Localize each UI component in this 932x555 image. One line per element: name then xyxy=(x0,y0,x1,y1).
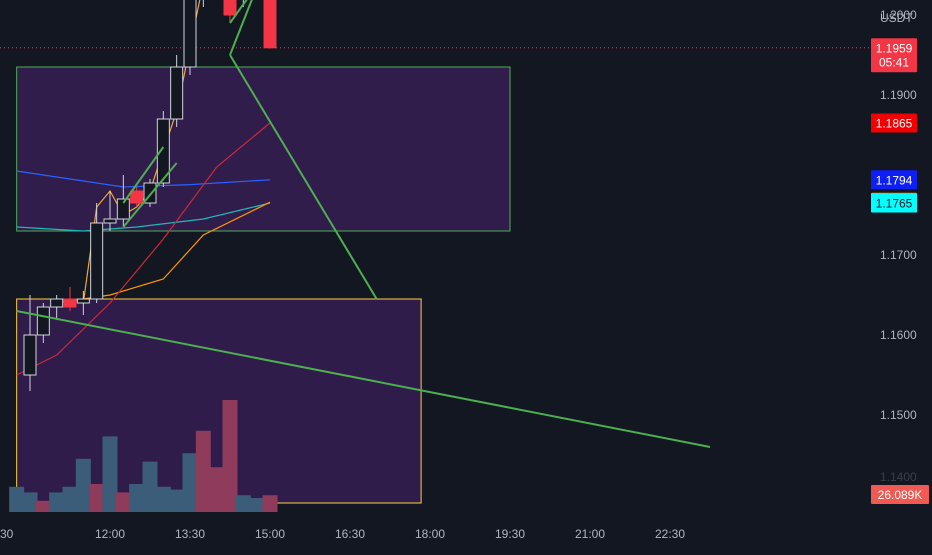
trend-line-0 xyxy=(16,310,711,448)
price-badge-4 xyxy=(871,193,917,213)
volume-bar-7 xyxy=(102,436,118,512)
candle-body-8 xyxy=(130,190,144,204)
price-badge-0 xyxy=(871,38,917,73)
volume-bar-9 xyxy=(129,484,145,512)
x-tick-label-edge: 30 xyxy=(0,527,14,541)
volume-bar-8 xyxy=(115,492,131,512)
volume-bar-13 xyxy=(182,453,198,512)
candle-body-6 xyxy=(103,218,117,224)
trend-line-1 xyxy=(229,54,378,300)
volume-badge-label: 26.089K xyxy=(878,488,923,502)
price-badge-countdown-0: 05:41 xyxy=(879,55,909,69)
volume-badge xyxy=(871,485,929,504)
badges-layer: 1.195905:411.18651.17941.17661.176526.08… xyxy=(871,38,929,504)
volume-bar-17 xyxy=(235,495,251,512)
price-badge-label-2: 1.1794 xyxy=(876,173,913,187)
candle-body-3 xyxy=(63,298,77,308)
x-tick-label-1: 13:30 xyxy=(175,527,205,541)
trend-line-5 xyxy=(122,162,178,228)
candle-body-15 xyxy=(223,0,237,16)
candle-body-10 xyxy=(156,118,170,184)
y-tick-label-4: 1.1600 xyxy=(880,328,917,342)
moving-average-line-1 xyxy=(16,202,271,232)
volume-bar-15 xyxy=(209,467,225,512)
volume-bar-19 xyxy=(262,495,278,512)
x-tick-label-6: 21:00 xyxy=(575,527,605,541)
candle-body-18 xyxy=(263,0,277,49)
trend-line-2 xyxy=(229,0,253,56)
y-tick-label-3: 1.1700 xyxy=(880,248,917,262)
axis-layer: USDT 1.21001.20001.19001.17001.16001.150… xyxy=(0,8,917,541)
volume-bar-3 xyxy=(49,492,65,512)
moving-average-line-3 xyxy=(16,122,271,376)
price-badge-label-4: 1.1765 xyxy=(876,197,913,211)
x-tick-label-5: 19:30 xyxy=(495,527,525,541)
y-tick-label-partial: 1.1400 xyxy=(880,470,917,484)
price-badge-1 xyxy=(871,113,917,133)
price-badge-2 xyxy=(871,170,917,190)
x-tick-label-7: 22:30 xyxy=(655,527,685,541)
volume-bar-6 xyxy=(89,484,105,512)
y-tick-label-1: 1.2000 xyxy=(880,8,917,22)
candle-body-5 xyxy=(90,222,104,300)
candle-body-1 xyxy=(36,306,50,336)
volume-bar-18 xyxy=(249,498,265,512)
y-tick-label-2: 1.1900 xyxy=(880,88,917,102)
volume-bar-10 xyxy=(142,461,158,512)
candle-body-2 xyxy=(50,298,64,308)
trend-line-4 xyxy=(229,0,248,24)
y-tick-label-5: 1.1500 xyxy=(880,408,917,422)
volume-bar-12 xyxy=(169,489,185,512)
volume-bar-11 xyxy=(155,486,171,512)
candle-body-4 xyxy=(76,298,90,304)
trend-line-6 xyxy=(122,146,165,204)
price-badge-label-1: 1.1865 xyxy=(876,117,913,131)
volume-bar-1 xyxy=(22,492,38,512)
volume-bar-14 xyxy=(195,430,211,512)
x-tick-label-3: 16:30 xyxy=(335,527,365,541)
x-tick-label-0: 12:00 xyxy=(95,527,125,541)
candle-body-0 xyxy=(23,334,37,376)
candles-layer xyxy=(23,0,277,391)
volume-bar-4 xyxy=(62,486,78,512)
x-tick-label-4: 18:00 xyxy=(415,527,445,541)
volume-bar-0 xyxy=(9,486,25,512)
volume-layer xyxy=(9,400,278,512)
price-badge-label-0: 1.1959 xyxy=(876,41,913,55)
x-tick-label-2: 15:00 xyxy=(255,527,285,541)
volume-bar-5 xyxy=(75,458,91,512)
candle-body-12 xyxy=(183,0,197,68)
volume-bar-2 xyxy=(35,500,51,512)
supply-demand-zone-1 xyxy=(16,66,511,232)
currency-label: USDT xyxy=(880,11,913,25)
volume-bar-16 xyxy=(222,400,238,512)
candle-body-11 xyxy=(170,66,184,120)
trend-lines-layer xyxy=(16,0,711,448)
candle-body-7 xyxy=(116,198,130,220)
